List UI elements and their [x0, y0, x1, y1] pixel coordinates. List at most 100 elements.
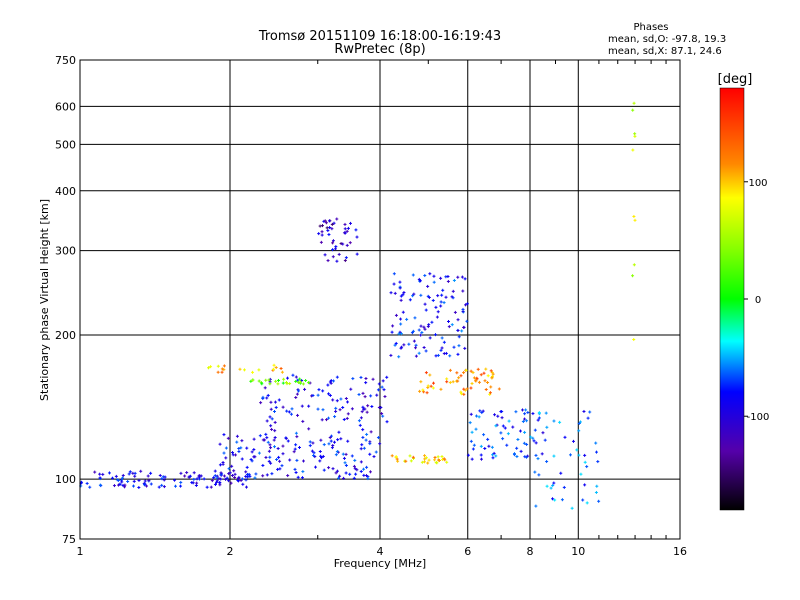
- data-point: [257, 451, 261, 455]
- data-point: [424, 371, 428, 375]
- data-point: [88, 485, 92, 489]
- data-point: [335, 375, 339, 379]
- data-point: [534, 504, 538, 508]
- data-point: [493, 413, 497, 417]
- data-point: [595, 450, 599, 454]
- data-point: [531, 436, 535, 440]
- data-point: [324, 221, 328, 225]
- data-point: [331, 239, 335, 243]
- data-point: [317, 388, 321, 392]
- x-tick-label: 16: [673, 545, 687, 558]
- data-point: [463, 277, 467, 281]
- data-point: [235, 434, 239, 438]
- data-point: [321, 408, 325, 412]
- colorbar-tick-label: -100: [747, 412, 770, 423]
- data-point: [346, 226, 350, 230]
- data-point: [291, 373, 295, 377]
- data-point: [484, 367, 488, 371]
- data-point: [518, 429, 522, 433]
- data-point: [568, 453, 572, 457]
- data-point: [434, 460, 438, 464]
- data-point: [418, 389, 422, 393]
- data-point: [440, 293, 444, 297]
- data-point: [483, 447, 487, 451]
- data-point: [310, 449, 314, 453]
- data-point: [327, 466, 331, 470]
- data-point: [143, 479, 147, 483]
- data-point: [486, 380, 490, 384]
- data-point: [335, 259, 339, 263]
- data-point: [631, 274, 635, 278]
- data-point: [212, 476, 216, 480]
- data-point: [477, 415, 481, 419]
- data-point: [499, 431, 503, 435]
- data-point: [459, 390, 463, 394]
- data-point: [563, 435, 567, 439]
- data-point: [285, 409, 289, 413]
- data-point: [417, 328, 421, 332]
- data-point: [525, 419, 529, 423]
- data-point: [359, 460, 363, 464]
- data-point: [468, 421, 472, 425]
- data-point: [395, 457, 399, 461]
- data-point: [272, 445, 276, 449]
- data-point: [173, 478, 177, 482]
- data-point: [583, 460, 587, 464]
- data-point: [577, 421, 581, 425]
- data-point: [294, 379, 298, 383]
- data-point: [585, 465, 589, 469]
- data-point: [572, 439, 576, 443]
- data-point: [215, 480, 219, 484]
- data-point: [216, 370, 220, 374]
- data-point: [298, 377, 302, 381]
- data-point: [431, 298, 435, 302]
- data-point: [336, 438, 340, 442]
- data-point: [419, 293, 423, 297]
- data-point: [334, 409, 338, 413]
- data-point: [345, 416, 349, 420]
- data-point: [126, 480, 130, 484]
- data-point: [163, 475, 167, 479]
- data-point: [312, 451, 316, 455]
- data-point: [355, 252, 359, 256]
- data-point: [439, 276, 443, 280]
- data-point: [422, 460, 426, 464]
- data-point: [488, 392, 492, 396]
- data-point: [577, 429, 581, 433]
- data-point: [257, 368, 261, 372]
- data-point: [331, 467, 335, 471]
- data-point: [457, 344, 461, 348]
- data-point: [364, 377, 368, 381]
- data-points: [79, 101, 637, 510]
- data-point: [240, 457, 244, 461]
- data-point: [266, 440, 270, 444]
- data-point: [507, 419, 511, 423]
- data-point: [222, 474, 226, 478]
- data-point: [381, 379, 385, 383]
- data-point: [287, 410, 291, 414]
- data-point: [446, 319, 450, 323]
- data-point: [594, 490, 598, 494]
- data-point: [327, 219, 331, 223]
- data-point: [227, 467, 231, 471]
- data-point: [534, 453, 538, 457]
- data-point: [486, 437, 490, 441]
- data-point: [470, 430, 474, 434]
- data-point: [286, 376, 290, 380]
- data-point: [328, 380, 332, 384]
- data-point: [578, 420, 582, 424]
- colorbar-tick-label: 100: [748, 178, 767, 189]
- data-point: [439, 387, 443, 391]
- data-point: [483, 379, 487, 383]
- data-point: [400, 345, 404, 349]
- data-point: [321, 454, 325, 458]
- data-point: [282, 377, 286, 381]
- data-point: [389, 291, 393, 295]
- data-point: [464, 368, 468, 372]
- data-point: [265, 436, 269, 440]
- data-point: [222, 364, 226, 368]
- data-point: [337, 252, 341, 256]
- data-point: [321, 389, 325, 393]
- data-point: [228, 471, 232, 475]
- data-point: [368, 442, 372, 446]
